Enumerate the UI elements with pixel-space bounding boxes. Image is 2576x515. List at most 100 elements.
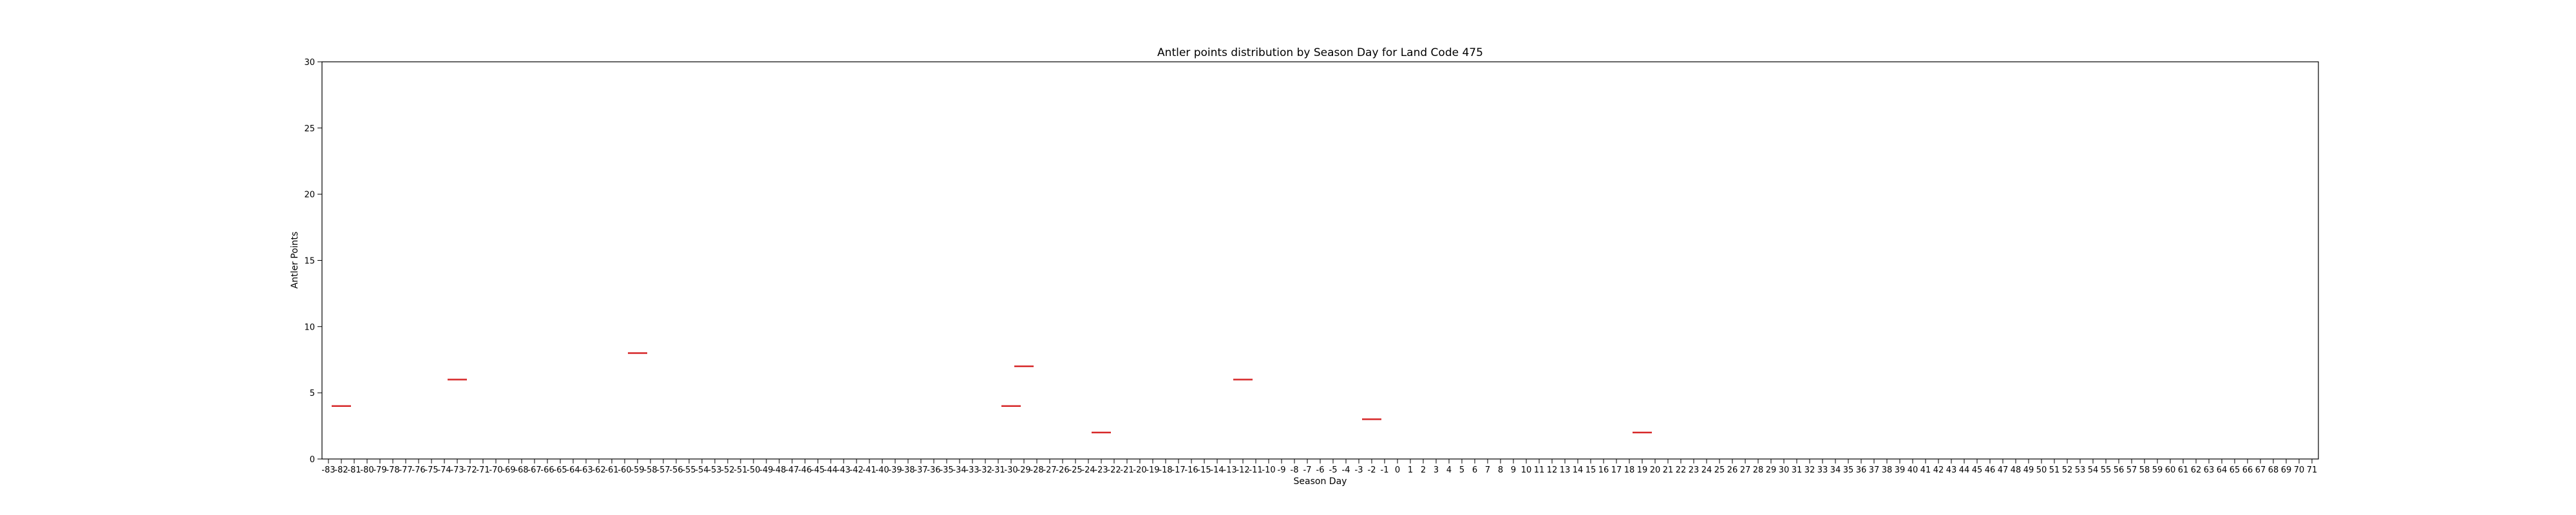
x-tick-label: 6: [1472, 465, 1477, 475]
x-tick-label: -25: [1068, 465, 1082, 475]
x-tick-label: 17: [1611, 465, 1622, 475]
x-tick-label: -47: [785, 465, 799, 475]
x-tick-label: 50: [2036, 465, 2047, 475]
x-tick-label: -80: [360, 465, 374, 475]
x-tick-label: -43: [837, 465, 850, 475]
x-tick-label: -59: [630, 465, 644, 475]
x-tick-label: -62: [592, 465, 605, 475]
x-tick-label: -61: [605, 465, 618, 475]
x-tick-label: 0: [1395, 465, 1400, 475]
x-tick-label: -24: [1081, 465, 1095, 475]
x-tick-label: -29: [1017, 465, 1030, 475]
x-tick-label: -33: [965, 465, 979, 475]
x-tick-label: -41: [862, 465, 876, 475]
x-tick-label: 21: [1663, 465, 1674, 475]
x-tick-label: -34: [952, 465, 966, 475]
x-tick-label: -18: [1159, 465, 1172, 475]
x-tick-label: 59: [2152, 465, 2163, 475]
x-tick-label: 9: [1511, 465, 1516, 475]
x-tick-label: 49: [2023, 465, 2034, 475]
x-tick-label: -9: [1278, 465, 1286, 475]
x-tick-label: 18: [1624, 465, 1635, 475]
x-tick-label: 43: [1946, 465, 1957, 475]
x-tick-label: 10: [1521, 465, 1532, 475]
x-tick-label: -72: [463, 465, 477, 475]
x-tick-label: 56: [2114, 465, 2125, 475]
x-tick-label: 46: [1985, 465, 1996, 475]
chart-title: Antler points distribution by Season Day…: [1157, 46, 1483, 59]
x-tick-label: 2: [1421, 465, 1426, 475]
x-tick-label: -38: [901, 465, 914, 475]
x-tick-label: -21: [1120, 465, 1133, 475]
y-axis-ticks: 0 5 10 15 20 25 30: [304, 58, 322, 465]
x-tick-label: 47: [1998, 465, 2009, 475]
x-tick-label: -36: [927, 465, 940, 475]
x-tick-label: 69: [2281, 465, 2292, 475]
x-tick-label: -49: [759, 465, 773, 475]
y-tick-label: 10: [304, 323, 315, 332]
x-tick-label: -13: [1223, 465, 1236, 475]
x-tick-label: 28: [1753, 465, 1764, 475]
x-tick-label: -40: [875, 465, 889, 475]
y-tick-label: 20: [304, 191, 315, 200]
x-tick-label: -17: [1171, 465, 1185, 475]
x-tick-label: 35: [1843, 465, 1854, 475]
x-tick-label: 52: [2062, 465, 2073, 475]
x-tick-label: 39: [1895, 465, 1906, 475]
x-tick-label: 36: [1856, 465, 1867, 475]
x-tick-label: 31: [1792, 465, 1803, 475]
x-tick-label: -67: [527, 465, 541, 475]
x-tick-label: 70: [2294, 465, 2305, 475]
x-tick-label: 13: [1560, 465, 1571, 475]
x-tick-label: -20: [1133, 465, 1146, 475]
x-tick-label: -19: [1146, 465, 1159, 475]
x-tick-label: 71: [2307, 465, 2318, 475]
x-tick-label: -71: [476, 465, 489, 475]
x-tick-label: 7: [1485, 465, 1490, 475]
x-tick-label: 8: [1498, 465, 1503, 475]
x-tick-label: -65: [553, 465, 567, 475]
x-tick-label: -44: [824, 465, 837, 475]
x-tick-label: -27: [1043, 465, 1056, 475]
x-tick-label: 57: [2126, 465, 2137, 475]
x-tick-label: -26: [1056, 465, 1069, 475]
x-tick-label: -28: [1030, 465, 1043, 475]
x-tick-label: 53: [2075, 465, 2086, 475]
y-tick-label: 5: [310, 389, 315, 398]
x-tick-label: -69: [502, 465, 515, 475]
x-tick-label: 16: [1598, 465, 1609, 475]
x-tick-label: 19: [1637, 465, 1648, 475]
x-tick-label: -77: [399, 465, 412, 475]
x-tick-label: -52: [721, 465, 734, 475]
x-tick-label: -22: [1107, 465, 1121, 475]
x-tick-label: -53: [708, 465, 721, 475]
x-tick-label: -39: [888, 465, 902, 475]
x-tick-label: -57: [656, 465, 670, 475]
x-tick-label: -23: [1094, 465, 1108, 475]
plot-marks: [332, 352, 1652, 434]
y-axis-label: Antler Points: [290, 232, 300, 289]
x-tick-label: -8: [1291, 465, 1299, 475]
x-tick-label: 38: [1882, 465, 1893, 475]
x-tick-label: -10: [1262, 465, 1275, 475]
x-tick-label: -3: [1355, 465, 1363, 475]
x-tick-label: 67: [2255, 465, 2266, 475]
x-tick-label: -58: [643, 465, 657, 475]
x-tick-label: -51: [734, 465, 747, 475]
x-tick-label: -4: [1342, 465, 1350, 475]
x-tick-label: -56: [669, 465, 683, 475]
x-tick-label: -82: [334, 465, 348, 475]
x-tick-label: 23: [1689, 465, 1700, 475]
x-tick-label: -68: [515, 465, 528, 475]
x-tick-label: -2: [1368, 465, 1376, 475]
x-tick-label: -31: [991, 465, 1005, 475]
x-tick-label: 40: [1908, 465, 1918, 475]
x-tick-label: -16: [1184, 465, 1198, 475]
x-tick-label: -32: [978, 465, 992, 475]
x-tick-label: 29: [1766, 465, 1777, 475]
x-tick-label: 60: [2165, 465, 2176, 475]
x-tick-label: 54: [2088, 465, 2099, 475]
x-tick-label: 37: [1869, 465, 1880, 475]
